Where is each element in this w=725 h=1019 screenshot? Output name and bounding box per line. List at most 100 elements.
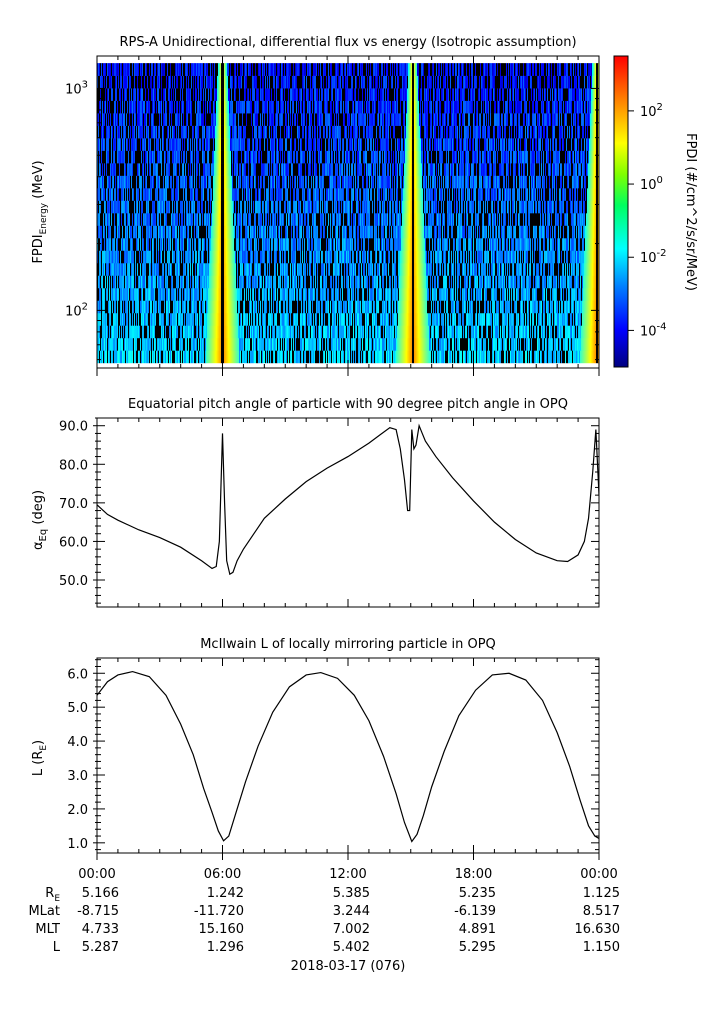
heatmap-cell [154, 300, 156, 314]
heatmap-cell [103, 138, 105, 151]
heatmap-cell [235, 350, 237, 364]
heatmap-cell [276, 75, 278, 89]
heatmap-cell [218, 312, 220, 326]
heatmap-cell [208, 125, 210, 139]
heatmap-cell [233, 287, 235, 301]
heatmap-cell [110, 225, 112, 239]
heatmap-cell [225, 250, 227, 264]
heatmap-cell [200, 75, 202, 89]
heatmap-cell [204, 237, 206, 251]
heatmap-cell [163, 100, 165, 114]
heatmap-cell [172, 163, 174, 176]
heatmap-cell [293, 213, 295, 226]
heatmap-cell [214, 337, 216, 351]
heatmap-cell [300, 213, 302, 226]
heatmap-cell [271, 138, 273, 151]
heatmap-cell [142, 237, 144, 251]
heatmap-cell [158, 287, 160, 301]
heatmap-cell [263, 200, 265, 214]
heatmap-cell [129, 63, 131, 76]
heatmap-cell [227, 225, 229, 239]
heatmap-cell [137, 163, 139, 176]
heatmap-cell [189, 113, 191, 126]
heatmap-cell [204, 188, 206, 201]
heatmap-cell [197, 100, 199, 114]
heatmap-cell [160, 75, 162, 89]
heatmap-cell [299, 312, 301, 326]
heatmap-cell [279, 325, 281, 339]
heatmap-cell [143, 262, 145, 276]
heatmap-cell [149, 113, 151, 126]
heatmap-cell [270, 175, 272, 189]
heatmap-cell [125, 100, 127, 114]
heatmap-cell [256, 175, 258, 189]
heatmap-cell [125, 287, 127, 301]
heatmap-cell [184, 200, 186, 214]
heatmap-cell [120, 275, 122, 289]
heatmap-cell [183, 150, 185, 164]
heatmap-cell [156, 175, 158, 189]
heatmap-cell [266, 63, 268, 76]
heatmap-cell [189, 63, 191, 76]
heatmap-cell [249, 163, 251, 176]
heatmap-cell [158, 163, 160, 176]
heatmap-cell [264, 225, 266, 239]
heatmap-cell [162, 125, 164, 139]
heatmap-cell [206, 200, 208, 214]
heatmap-cell [237, 262, 239, 276]
heatmap-cell [280, 287, 282, 301]
heatmap-cell [157, 300, 159, 314]
heatmap-cell [103, 63, 105, 76]
heatmap-cell [161, 113, 163, 126]
heatmap-cell [280, 188, 282, 201]
heatmap-cell [146, 175, 148, 189]
heatmap-cell [186, 300, 188, 314]
heatmap-cell [282, 88, 284, 101]
heatmap-cell [295, 163, 297, 176]
heatmap-cell [221, 188, 223, 201]
heatmap-cell [214, 125, 216, 139]
heatmap-cell [245, 213, 247, 226]
heatmap-cell [252, 63, 254, 76]
heatmap-cell [255, 300, 257, 314]
heatmap-cell [165, 350, 167, 364]
heatmap-cell [249, 287, 251, 301]
heatmap-cell [98, 287, 100, 301]
heatmap-cell [254, 300, 256, 314]
heatmap-cell [251, 325, 253, 339]
heatmap-cell [241, 250, 243, 264]
heatmap-cell [258, 88, 260, 101]
heatmap-cell [274, 325, 276, 339]
heatmap-cell [189, 88, 191, 101]
heatmap-cell [269, 138, 271, 151]
heatmap-cell [257, 337, 259, 351]
heatmap-cell [157, 175, 159, 189]
heatmap-cell [220, 250, 222, 264]
heatmap-cell [173, 75, 175, 89]
heatmap-cell [202, 300, 204, 314]
heatmap-cell [147, 250, 149, 264]
heatmap-cell [223, 250, 225, 264]
heatmap-cell [198, 275, 200, 289]
heatmap-cell [189, 75, 191, 89]
heatmap-cell [181, 200, 183, 214]
heatmap-cell [298, 262, 300, 276]
heatmap-cell [178, 88, 180, 101]
heatmap-cell [294, 250, 296, 264]
heatmap-cell [238, 125, 240, 139]
heatmap-cell [267, 262, 269, 276]
heatmap-cell [158, 250, 160, 264]
heatmap-cell [224, 100, 226, 114]
heatmap-cell [229, 125, 231, 139]
heatmap-cell [276, 350, 278, 364]
heatmap-cell [156, 200, 158, 214]
heatmap-cell [147, 237, 149, 251]
heatmap-cell [303, 325, 305, 339]
heatmap-cell [140, 287, 142, 301]
heatmap-cell [189, 312, 191, 326]
heatmap-cell [161, 250, 163, 264]
heatmap-cell [120, 175, 122, 189]
heatmap-cell [240, 188, 242, 201]
heatmap-cell [156, 237, 158, 251]
heatmap-cell [183, 188, 185, 201]
